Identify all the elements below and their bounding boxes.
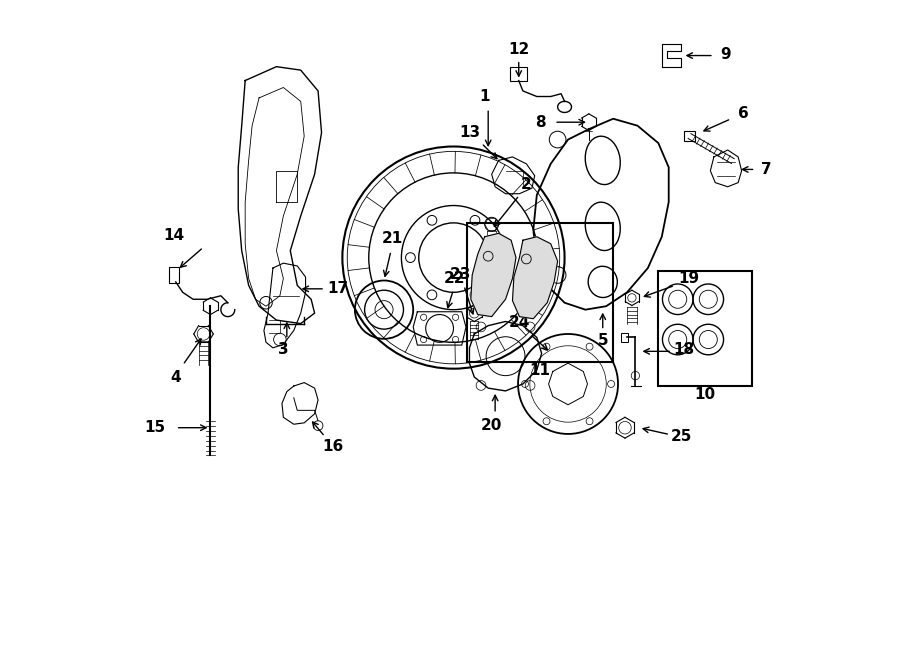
Text: 14: 14	[163, 228, 184, 243]
Text: 23: 23	[450, 267, 471, 282]
Polygon shape	[534, 119, 669, 309]
Polygon shape	[264, 263, 306, 348]
Polygon shape	[282, 383, 318, 424]
Polygon shape	[238, 67, 321, 323]
Text: 1: 1	[480, 89, 490, 104]
Text: 19: 19	[679, 271, 699, 286]
Text: 18: 18	[673, 342, 695, 358]
Polygon shape	[710, 150, 742, 187]
Text: 10: 10	[694, 387, 716, 402]
Text: 11: 11	[530, 363, 551, 377]
Text: 2: 2	[521, 177, 532, 192]
Text: 21: 21	[382, 231, 403, 247]
Text: 25: 25	[671, 428, 693, 444]
Text: 17: 17	[327, 282, 348, 296]
Text: 9: 9	[720, 47, 731, 61]
Text: 20: 20	[481, 418, 502, 433]
Text: 15: 15	[144, 420, 166, 435]
Text: 13: 13	[459, 125, 480, 140]
Polygon shape	[470, 321, 542, 391]
Text: 12: 12	[508, 42, 530, 57]
Text: 5: 5	[598, 333, 608, 348]
Polygon shape	[491, 157, 535, 194]
Polygon shape	[471, 233, 516, 317]
Polygon shape	[662, 44, 681, 67]
Text: 16: 16	[323, 439, 344, 454]
Polygon shape	[413, 312, 466, 345]
Text: 4: 4	[170, 369, 181, 385]
Text: 7: 7	[760, 162, 771, 177]
Text: 24: 24	[508, 315, 530, 330]
Text: 8: 8	[535, 115, 545, 130]
Text: 22: 22	[444, 271, 465, 286]
Polygon shape	[512, 237, 558, 319]
Text: 3: 3	[278, 342, 289, 357]
Text: 6: 6	[738, 106, 749, 122]
